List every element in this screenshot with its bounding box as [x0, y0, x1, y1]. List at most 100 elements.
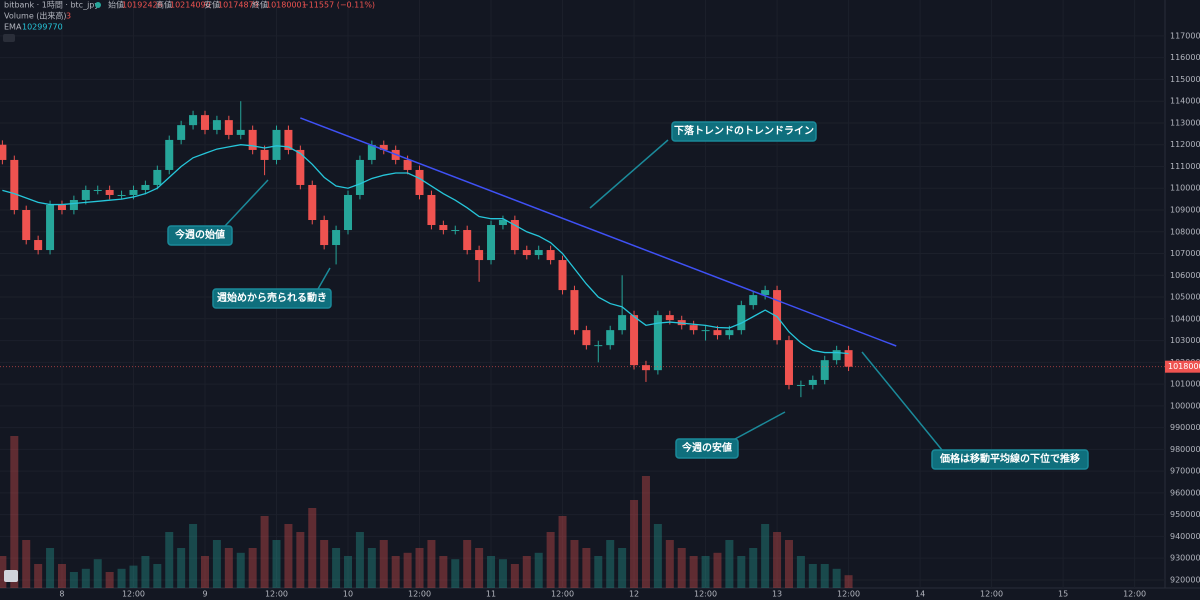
- candle-body: [439, 225, 448, 231]
- candle-body: [93, 189, 102, 191]
- y-tick-label: 10700000: [1170, 249, 1200, 258]
- open-label: 始値: [108, 0, 124, 10]
- volume-bar: [808, 564, 817, 588]
- candle-body: [832, 350, 841, 361]
- leader-line: [734, 411, 786, 440]
- annotations: [167, 121, 1089, 470]
- volume-bar: [653, 524, 662, 588]
- candle-body: [487, 225, 496, 261]
- volume-bar: [391, 556, 400, 588]
- last-price-label: 10180001: [1168, 362, 1200, 371]
- candle-body: [22, 210, 31, 241]
- volume-bar: [510, 564, 519, 588]
- candle-body: [0, 144, 7, 160]
- volume-bar: [355, 532, 364, 588]
- candle-body: [594, 345, 603, 347]
- close-label: 終値: [252, 0, 268, 10]
- candle-body: [713, 330, 722, 336]
- y-tick-label: 10300000: [1170, 336, 1200, 345]
- annotation-box: [167, 225, 233, 246]
- y-tick-label: 11300000: [1170, 118, 1200, 127]
- candle-body: [403, 159, 412, 170]
- y-tick-label: 9600000: [1170, 488, 1200, 497]
- candle-body: [212, 120, 221, 130]
- candle-body: [320, 220, 329, 246]
- volume-bar: [129, 565, 138, 588]
- y-tick-label: 9700000: [1170, 467, 1200, 476]
- volume-bar: [641, 476, 650, 588]
- volume-bar: [475, 548, 484, 588]
- volume-bar: [200, 556, 209, 588]
- volume-bar: [57, 564, 66, 588]
- volume-bar: [701, 556, 710, 588]
- candle-body: [355, 159, 364, 195]
- last-price-tag: [1165, 360, 1200, 373]
- candle-body: [46, 204, 55, 251]
- volume-bar: [308, 508, 317, 588]
- high-value: 10214090: [170, 1, 211, 10]
- candle-body: [630, 315, 639, 366]
- y-tick-label: 9200000: [1170, 575, 1200, 584]
- logo[interactable]: [4, 570, 18, 582]
- candle-body: [296, 149, 305, 185]
- x-tick-label: 15: [1058, 590, 1068, 599]
- annotation: 今週の始値: [174, 228, 225, 241]
- volume-bar: [153, 564, 162, 588]
- x-tick-label: 8: [59, 590, 64, 599]
- header: bitbank · 1時間 · btc_jpy 始値 10192426 高値 1…: [3, 0, 375, 42]
- volume-bar: [0, 556, 7, 588]
- annotation-box: [212, 288, 332, 309]
- volume-bar: [34, 564, 43, 588]
- candle-body: [653, 315, 662, 371]
- candle-body: [558, 260, 567, 291]
- candle-body: [344, 194, 353, 231]
- y-tick-label: 9900000: [1170, 423, 1200, 432]
- candle-body: [570, 290, 579, 331]
- volume-bar: [236, 552, 245, 588]
- volume-bar: [248, 548, 257, 588]
- y-tick-label: 11600000: [1170, 53, 1200, 62]
- candle-body: [189, 115, 198, 126]
- x-tick-label: 12:00: [980, 590, 1003, 599]
- candle-body: [475, 250, 484, 261]
- volume-bar: [594, 556, 603, 588]
- y-tick-label: 11400000: [1170, 97, 1200, 106]
- y-tick-label: 11500000: [1170, 75, 1200, 84]
- candle-body: [272, 129, 281, 160]
- volume-bar: [534, 552, 543, 588]
- candle-body: [784, 340, 793, 385]
- x-tick-label: 12:00: [551, 590, 574, 599]
- volume-bar: [522, 556, 531, 588]
- collapse-button[interactable]: [3, 34, 15, 42]
- leader-line: [589, 139, 669, 209]
- volume-bar: [415, 548, 424, 588]
- y-tick-label: 9300000: [1170, 554, 1200, 563]
- candle-body: [606, 330, 615, 346]
- volume-bar: [272, 540, 281, 588]
- y-tick-label: 9800000: [1170, 445, 1200, 454]
- open-value: 10192426: [122, 1, 163, 10]
- candle-body: [808, 379, 817, 385]
- x-tick-label: 14: [915, 590, 925, 599]
- volume-bar: [117, 568, 126, 588]
- candle-body: [236, 129, 245, 135]
- candle-body: [105, 189, 114, 195]
- volume-bar: [224, 548, 233, 588]
- candle-body: [57, 204, 66, 210]
- volume-value: 3: [66, 12, 71, 21]
- candle-body: [522, 250, 531, 256]
- y-tick-label: 10500000: [1170, 293, 1200, 302]
- volume-bar: [260, 516, 269, 588]
- volume-bar: [403, 552, 412, 588]
- x-tick-label: 12: [629, 590, 639, 599]
- volume-bar: [141, 556, 150, 588]
- candle-body: [81, 189, 90, 200]
- candle-body: [129, 189, 138, 195]
- candle-body: [224, 120, 233, 135]
- volume-bar: [93, 559, 102, 588]
- candle-body: [498, 220, 507, 226]
- candle-body: [153, 169, 162, 185]
- x-tick-label: 12:00: [694, 590, 717, 599]
- annotation-box: [671, 121, 817, 142]
